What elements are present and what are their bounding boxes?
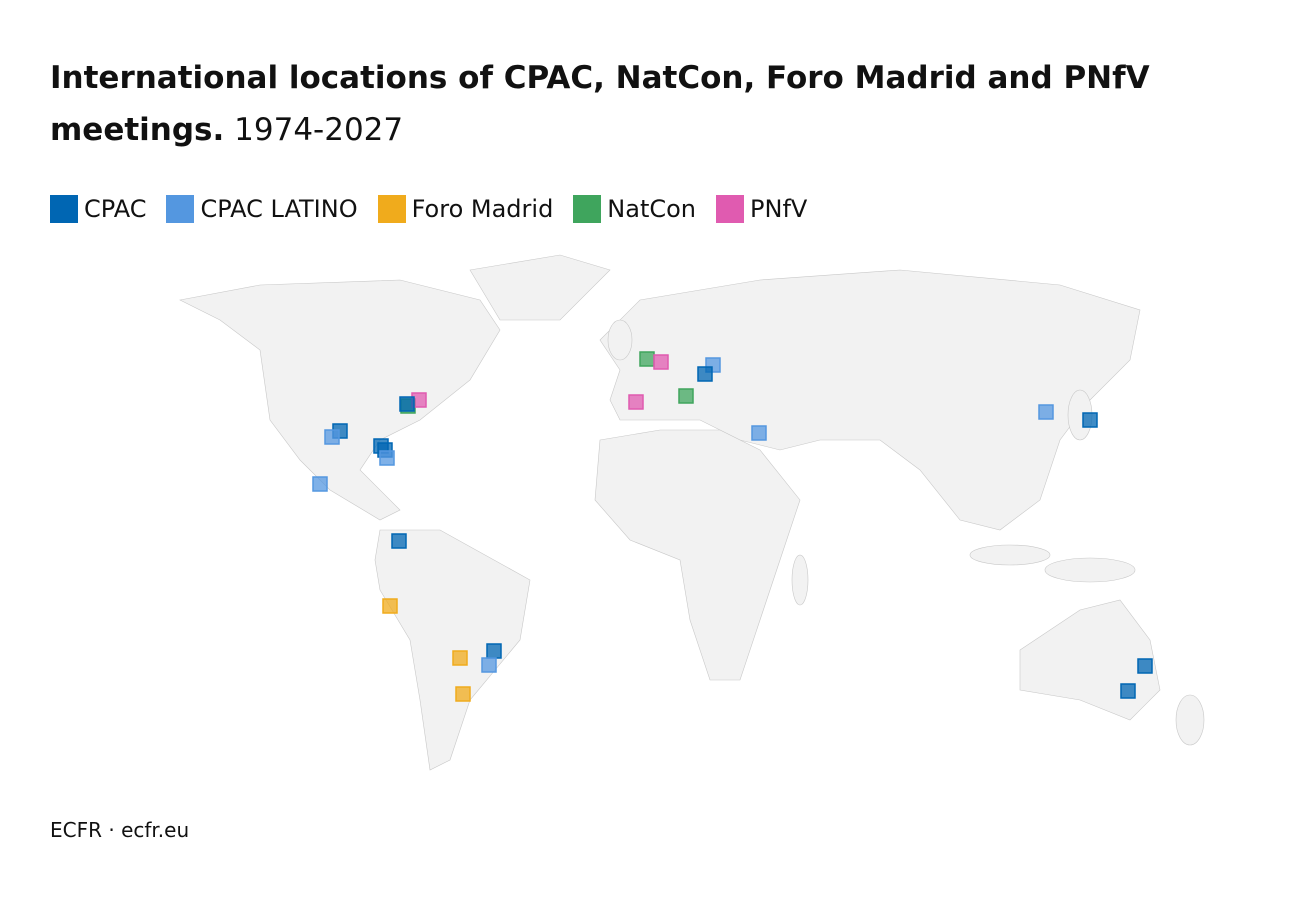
meeting-marker [486,643,502,659]
meeting-marker [324,429,340,445]
legend-item: CPAC [50,195,146,223]
meeting-marker [751,425,767,441]
meeting-marker [312,476,328,492]
legend: CPAC CPAC LATINO Foro Madrid NatCon PNfV [50,195,807,223]
meeting-marker [455,686,471,702]
legend-label: CPAC LATINO [200,195,358,223]
meeting-marker [399,396,415,412]
meeting-marker [1038,404,1054,420]
legend-swatch [50,195,78,223]
markers [312,351,1153,702]
subtitle: 1974-2027 [234,112,404,148]
meeting-marker [382,598,398,614]
meeting-marker [628,394,644,410]
meeting-marker [379,450,395,466]
meeting-marker [481,657,497,673]
title: International locations of CPAC, NatCon,… [50,60,1150,148]
meeting-marker [653,354,669,370]
meeting-marker [1082,412,1098,428]
legend-swatch [573,195,602,223]
meeting-marker [697,366,713,382]
legend-label: PNfV [750,195,808,223]
legend-swatch [377,195,406,223]
meeting-marker [452,650,468,666]
land [179,254,1205,771]
legend-label: NatCon [607,195,697,223]
meeting-marker [1137,658,1153,674]
legend-item: PNfV [716,195,807,223]
legend-label: CPAC [84,195,147,223]
meeting-marker [1120,683,1136,699]
meeting-marker [391,533,407,549]
meeting-marker [678,388,694,404]
source: ECFR · ecfr.eu [50,818,190,842]
legend-swatch [716,195,745,223]
legend-item: CPAC LATINO [166,195,358,223]
legend-swatch [166,195,195,223]
title-block: International locations of CPAC, NatCon,… [50,52,1200,156]
legend-item: Foro Madrid [377,195,554,223]
meeting-marker [639,351,655,367]
legend-label: Foro Madrid [411,195,554,223]
legend-item: NatCon [573,195,696,223]
